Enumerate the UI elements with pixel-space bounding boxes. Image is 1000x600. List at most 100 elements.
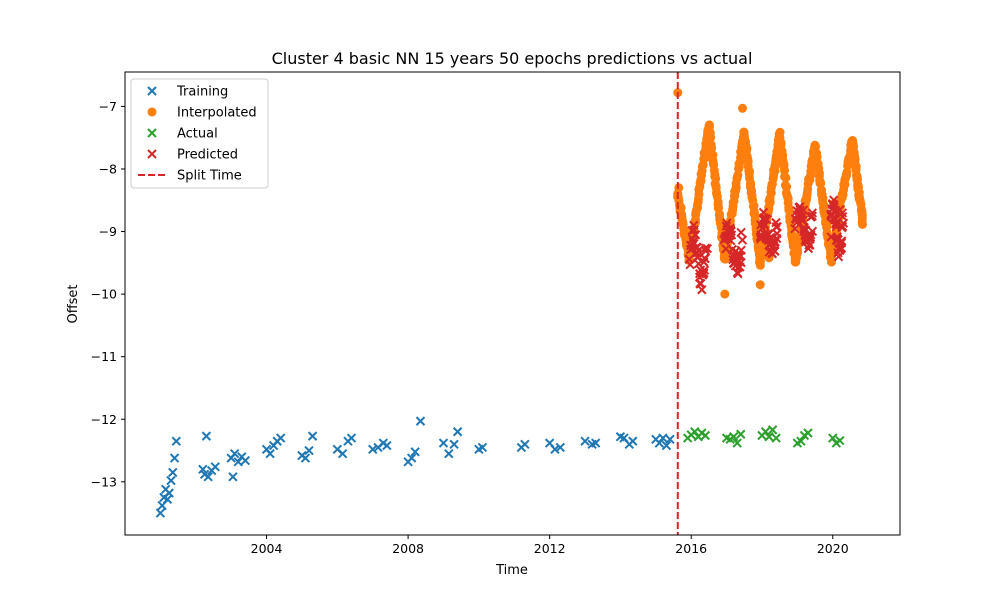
interpolated-point bbox=[784, 205, 794, 215]
interpolated-point bbox=[674, 183, 684, 193]
predicted-point bbox=[770, 246, 780, 257]
predicted-point bbox=[833, 251, 844, 262]
legend-label: Interpolated bbox=[177, 106, 257, 121]
actual-point bbox=[767, 425, 778, 435]
interpolated-point bbox=[738, 103, 748, 113]
predicted-point bbox=[726, 230, 737, 240]
y-tick-label: −9 bbox=[99, 224, 117, 239]
predicted-point bbox=[798, 215, 808, 225]
training-point bbox=[198, 464, 208, 475]
predicted-point bbox=[684, 254, 694, 264]
interpolated-point bbox=[858, 219, 868, 229]
actual-point bbox=[796, 436, 806, 446]
training-point bbox=[368, 444, 378, 454]
training-point bbox=[550, 444, 560, 454]
x-tick-label: 2004 bbox=[251, 541, 283, 556]
training-point bbox=[406, 453, 417, 463]
interpolated-point bbox=[706, 133, 716, 143]
training-point bbox=[166, 475, 176, 486]
training-point bbox=[661, 440, 672, 451]
training-point bbox=[171, 436, 182, 446]
predicted-point bbox=[838, 218, 849, 228]
interpolated-point bbox=[812, 152, 822, 162]
predicted-point bbox=[737, 235, 748, 245]
legend-marker bbox=[147, 86, 157, 96]
actual-point bbox=[828, 433, 838, 443]
training-point bbox=[162, 494, 173, 505]
predicted-point bbox=[699, 268, 709, 278]
x-axis-label: Time bbox=[495, 563, 528, 578]
predicted-point bbox=[759, 220, 770, 231]
plot-area bbox=[155, 72, 868, 535]
predicted-series bbox=[684, 195, 849, 295]
legend-box bbox=[130, 78, 269, 189]
training-point bbox=[240, 455, 251, 466]
legend-item: Actual bbox=[147, 127, 218, 142]
y-tick-label: −8 bbox=[99, 161, 117, 176]
training-point bbox=[415, 416, 426, 426]
training-point bbox=[265, 448, 275, 459]
actual-point bbox=[732, 438, 742, 448]
y-tick-label: −10 bbox=[91, 287, 117, 302]
training-point bbox=[628, 436, 638, 446]
training-point bbox=[346, 433, 357, 443]
y-tick-label: −13 bbox=[91, 474, 117, 489]
legend: Training Interpolated Actual Predicted Split… bbox=[130, 78, 269, 189]
y-axis: −13 −12 −11 −10 −9 −8 −7 bbox=[91, 99, 125, 489]
legend-marker bbox=[147, 149, 157, 159]
legend-item: Interpolated bbox=[147, 106, 257, 121]
legend-marker bbox=[147, 128, 157, 138]
training-point bbox=[658, 433, 668, 443]
predicted-point bbox=[772, 221, 782, 232]
training-point bbox=[300, 453, 311, 463]
training-point bbox=[229, 448, 240, 459]
training-point bbox=[304, 445, 314, 456]
training-point bbox=[201, 431, 212, 441]
predicted-point bbox=[807, 226, 818, 237]
x-tick-label: 2020 bbox=[817, 541, 849, 556]
training-point bbox=[444, 448, 454, 459]
actual-point bbox=[690, 427, 700, 437]
actual-point bbox=[803, 428, 813, 438]
training-point bbox=[555, 442, 565, 453]
predicted-point bbox=[772, 228, 782, 239]
training-point bbox=[233, 457, 243, 467]
predicted-point bbox=[798, 205, 809, 215]
training-point bbox=[449, 439, 459, 449]
training-point bbox=[276, 433, 286, 443]
chart-title: Cluster 4 basic NN 15 years 50 epochs pr… bbox=[272, 49, 753, 68]
training-point bbox=[155, 508, 166, 518]
y-axis-label: Offset bbox=[66, 284, 81, 323]
training-point bbox=[665, 434, 675, 444]
predicted-point bbox=[836, 236, 847, 246]
predicted-point bbox=[722, 218, 732, 228]
training-point bbox=[169, 453, 180, 463]
actual-point bbox=[700, 430, 711, 441]
predicted-point bbox=[697, 285, 707, 295]
predicted-point bbox=[700, 253, 710, 264]
training-series bbox=[155, 416, 675, 518]
legend-item: Predicted bbox=[147, 148, 238, 163]
x-tick-label: 2012 bbox=[534, 541, 566, 556]
interpolated-point bbox=[781, 173, 791, 183]
predicted-point bbox=[807, 208, 818, 218]
legend-label: Actual bbox=[177, 127, 218, 142]
training-point bbox=[228, 472, 238, 482]
predicted-point bbox=[829, 195, 839, 205]
legend-label: Split Time bbox=[177, 169, 242, 184]
interpolated-point bbox=[755, 280, 765, 290]
actual-point bbox=[835, 435, 845, 446]
training-point bbox=[452, 427, 463, 437]
y-tick-label: −12 bbox=[91, 412, 117, 427]
interpolated-point bbox=[816, 178, 826, 188]
predicted-point bbox=[736, 245, 746, 255]
interpolated-point bbox=[782, 182, 792, 192]
predicted-point bbox=[699, 265, 710, 275]
training-point bbox=[382, 440, 392, 451]
training-point bbox=[410, 447, 420, 457]
predicted-point bbox=[805, 232, 816, 243]
predicted-point bbox=[795, 205, 805, 215]
axes-frame bbox=[124, 71, 901, 536]
actual-point bbox=[764, 432, 774, 442]
